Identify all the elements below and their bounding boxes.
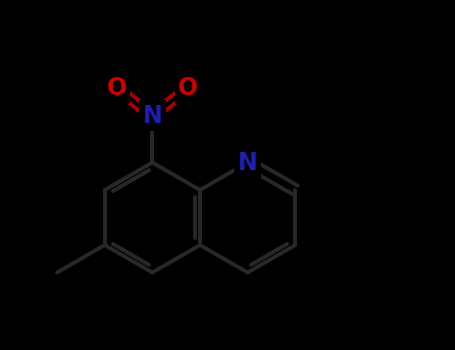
Text: O: O (106, 76, 126, 100)
Text: N: N (238, 150, 258, 175)
Text: N: N (142, 104, 162, 128)
Text: O: O (178, 76, 198, 100)
